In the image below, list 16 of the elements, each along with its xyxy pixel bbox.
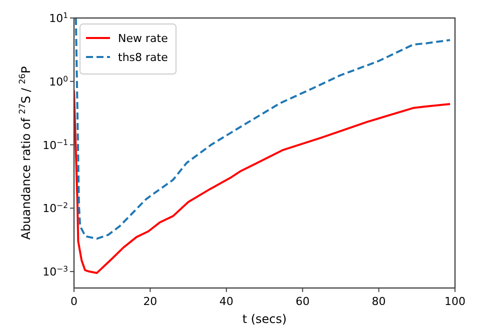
legend-label: New rate: [118, 32, 168, 45]
y-tick-label: 10$^{−1}$: [42, 137, 68, 152]
x-tick-label: 100: [444, 295, 466, 308]
line-series: [74, 18, 452, 240]
line-series: [74, 89, 452, 274]
y-tick-label: 10$^{0}$: [49, 74, 68, 88]
x-tick-label: 80: [372, 295, 386, 308]
x-tick-label: 0: [70, 295, 78, 308]
x-axis-title: t (secs): [242, 312, 287, 326]
y-tick-label: 10$^{1}$: [49, 10, 68, 25]
legend-label: ths8 rate: [118, 51, 168, 64]
y-tick-label: 10$^{−3}$: [42, 264, 68, 279]
x-tick-label: 40: [219, 295, 234, 308]
y-tick-label: 10$^{−2}$: [42, 200, 68, 216]
x-tick-label: 20: [143, 295, 158, 308]
x-tick-label: 60: [296, 295, 310, 308]
